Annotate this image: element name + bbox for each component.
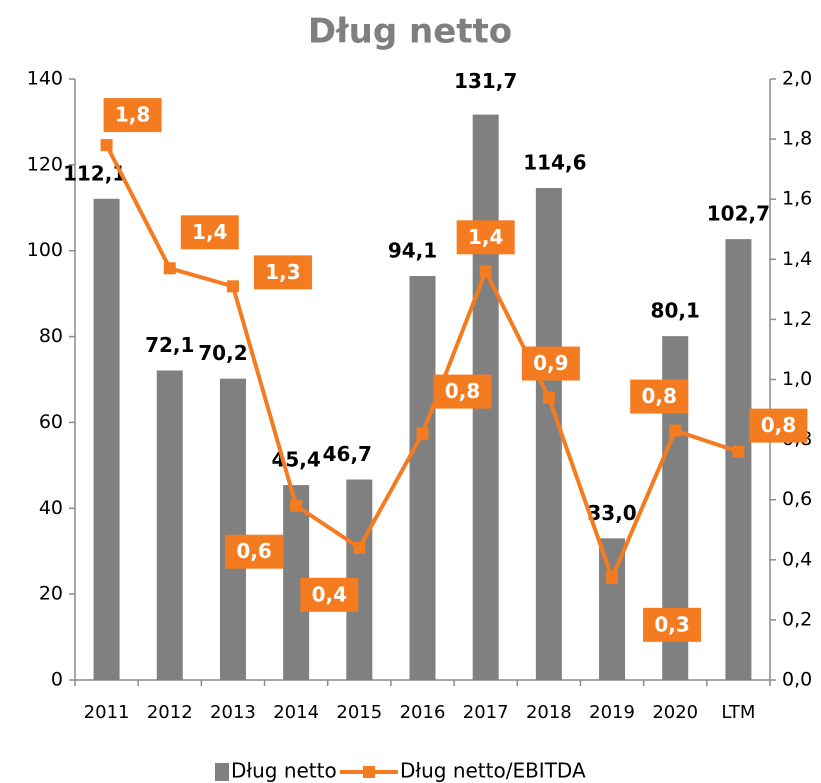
line-label: 0,8: [445, 379, 480, 403]
line-marker: [163, 262, 176, 275]
bar-label: 46,7: [323, 442, 372, 466]
y2-tick-label: 1,6: [782, 188, 812, 210]
bar: [725, 239, 752, 680]
line-label: 1,3: [265, 260, 300, 284]
bar-label: 70,2: [198, 341, 247, 365]
x-tick-label: 2016: [400, 702, 446, 723]
line-marker: [226, 280, 239, 293]
y2-tick-label: 1,2: [782, 308, 812, 330]
y2-tick-label: 1,8: [782, 128, 812, 150]
y2-tick-label: 0,2: [782, 608, 812, 630]
data-label-box: [749, 408, 808, 443]
x-tick-label: 2014: [273, 702, 319, 723]
data-label-box: [180, 215, 239, 250]
bar-label: 131,7: [454, 69, 517, 93]
line-label: 1,4: [468, 225, 503, 249]
y-tick-label: 20: [39, 583, 63, 605]
line-marker: [606, 571, 619, 584]
y2-tick-label: 1,4: [782, 248, 812, 270]
bar: [219, 378, 246, 680]
x-tick-label: 2012: [147, 702, 193, 723]
y-tick-label: 0: [51, 669, 63, 691]
y2-tick-label: 0,0: [782, 669, 812, 691]
line-marker: [732, 445, 745, 458]
bar-label: 72,1: [145, 333, 194, 357]
chart-title: Dług netto: [308, 12, 512, 52]
x-tick-label: 2013: [210, 702, 256, 723]
data-label-box: [433, 374, 492, 409]
bar: [93, 198, 120, 680]
line-marker: [479, 265, 492, 278]
data-label-box: [300, 577, 359, 612]
line-label: 0,6: [236, 539, 271, 563]
legend-label: Dług netto: [231, 759, 337, 783]
line-label: 0,9: [533, 351, 568, 375]
y2-tick-label: 1,0: [782, 368, 812, 390]
line-label: 0,8: [642, 384, 677, 408]
data-label-box: [253, 255, 312, 290]
data-label-box: [103, 98, 162, 133]
line-label: 0,8: [761, 413, 796, 437]
legend-swatch: [363, 766, 375, 778]
line-marker: [416, 427, 429, 440]
line-label: 0,4: [312, 582, 347, 606]
line-marker: [542, 391, 555, 404]
y-tick-label: 120: [27, 153, 63, 175]
x-tick-label: 2011: [84, 702, 130, 723]
line-marker: [669, 424, 682, 437]
data-label-box: [456, 220, 515, 255]
bar-label: 102,7: [707, 202, 770, 226]
line-marker: [290, 499, 303, 512]
y-tick-label: 100: [27, 239, 63, 261]
x-tick-label: LTM: [721, 702, 755, 723]
bar-label: 33,0: [587, 501, 636, 525]
bar: [409, 276, 436, 680]
legend-label: Dług netto/EBITDA: [400, 759, 586, 783]
x-tick-label: 2018: [526, 702, 572, 723]
data-label-box: [630, 379, 689, 414]
data-label-box: [521, 346, 580, 381]
y2-tick-label: 2,0: [782, 68, 812, 90]
data-label-box: [225, 534, 284, 569]
x-tick-label: 2017: [463, 702, 509, 723]
y2-tick-label: 0,4: [782, 548, 812, 570]
line-label: 1,4: [192, 220, 227, 244]
bar-label: 94,1: [388, 239, 437, 263]
line-label: 1,8: [115, 103, 150, 127]
line-marker: [100, 139, 113, 152]
y-tick-label: 140: [27, 68, 63, 90]
x-tick-label: 2019: [589, 702, 635, 723]
bar-label: 80,1: [651, 299, 700, 323]
data-label-box: [643, 607, 702, 642]
line-marker: [353, 541, 366, 554]
bar: [156, 370, 183, 680]
line-label: 0,3: [654, 612, 689, 636]
y-tick-label: 40: [39, 497, 63, 519]
y-tick-label: 60: [39, 411, 63, 433]
bar-label: 114,6: [523, 151, 586, 175]
y2-tick-label: 0,6: [782, 488, 812, 510]
bar: [535, 188, 562, 680]
x-tick-label: 2020: [652, 702, 698, 723]
legend-swatch: [215, 763, 229, 781]
y-tick-label: 80: [39, 325, 63, 347]
x-tick-label: 2015: [336, 702, 382, 723]
